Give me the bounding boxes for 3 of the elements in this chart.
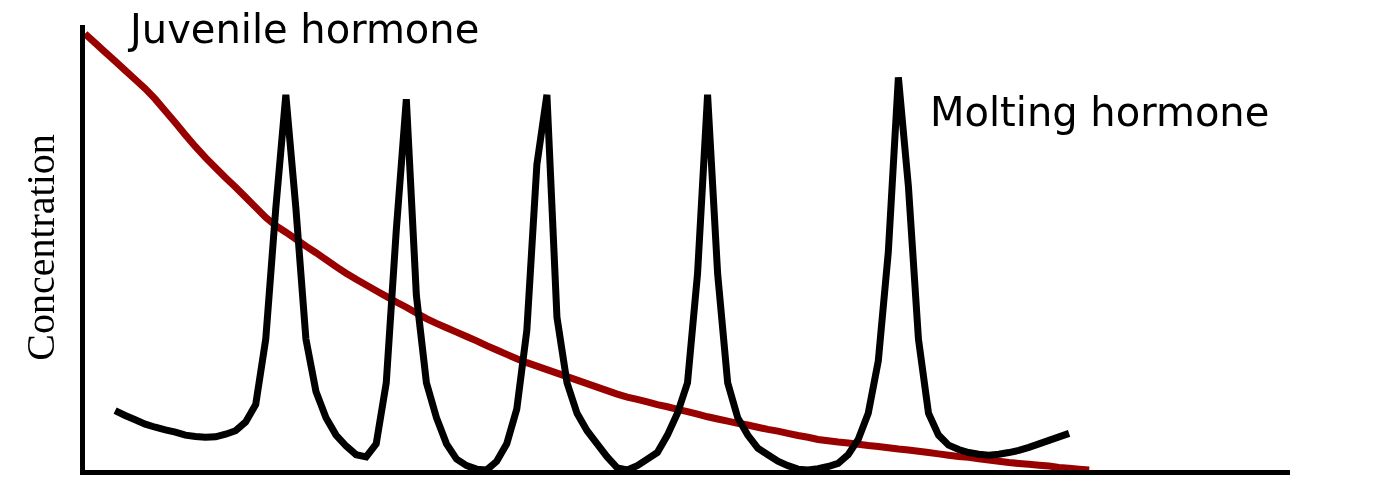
series-label: Molting hormone — [930, 89, 1270, 135]
series-label: Juvenile hormone — [127, 6, 480, 52]
y-axis-title: Concentration — [17, 134, 63, 361]
